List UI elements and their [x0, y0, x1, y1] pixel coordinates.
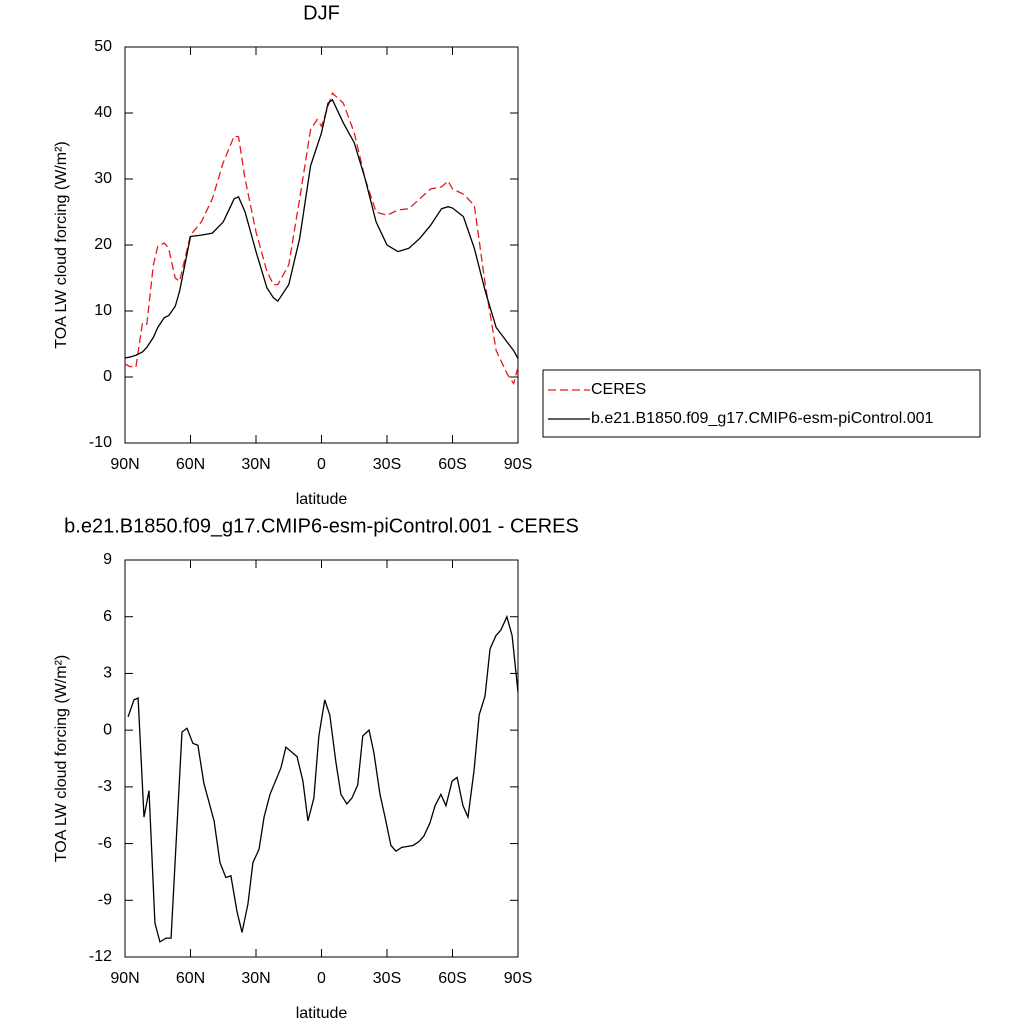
legend-label: CERES [591, 381, 646, 398]
plot-frame [124, 46, 519, 444]
x-tick-label: 60S [438, 970, 466, 987]
x-tick-label: 90S [504, 970, 532, 987]
y-tick-label: -10 [89, 434, 112, 451]
legend-label: b.e21.B1850.f09_g17.CMIP6-esm-piControl.… [591, 410, 934, 427]
chart-title: b.e21.B1850.f09_g17.CMIP6-esm-piControl.… [64, 515, 579, 537]
y-tick-label: 9 [103, 551, 112, 568]
chart-title: DJF [303, 2, 340, 24]
y-tick-label: -9 [98, 892, 112, 909]
x-tick-label: 30S [373, 970, 401, 987]
series-line [124, 92, 519, 386]
y-tick-label: 30 [94, 170, 112, 187]
x-tick-label: 60N [176, 970, 205, 987]
y-tick-label: -12 [89, 948, 112, 965]
x-axis-label: latitude [296, 1005, 348, 1022]
y-tick-label: 0 [103, 368, 112, 385]
x-tick-label: 30N [241, 970, 270, 987]
x-tick-label: 0 [317, 456, 326, 473]
x-tick-label: 30N [241, 456, 270, 473]
y-axis-label: TOA LW cloud forcing (W/m²) [53, 655, 70, 862]
y-tick-label: 20 [94, 236, 112, 253]
x-tick-label: 60N [176, 456, 205, 473]
x-tick-label: 30S [373, 456, 401, 473]
x-axis-label: latitude [296, 491, 348, 508]
y-tick-label: 10 [94, 302, 112, 319]
y-tick-label: 0 [103, 721, 112, 738]
series-line [127, 614, 519, 943]
y-tick-label: 6 [103, 608, 112, 625]
y-tick-label: 3 [103, 665, 112, 682]
plot-frame [124, 559, 519, 958]
y-tick-label: -3 [98, 778, 112, 795]
x-tick-label: 90N [110, 970, 139, 987]
x-tick-label: 90S [504, 456, 532, 473]
series-line [124, 98, 519, 359]
x-tick-label: 0 [317, 970, 326, 987]
legend-box [542, 369, 981, 438]
y-tick-label: 40 [94, 104, 112, 121]
x-tick-label: 90N [110, 456, 139, 473]
x-tick-label: 60S [438, 456, 466, 473]
y-tick-label: 50 [94, 38, 112, 55]
y-axis-label: TOA LW cloud forcing (W/m²) [53, 141, 70, 348]
y-tick-label: -6 [98, 835, 112, 852]
